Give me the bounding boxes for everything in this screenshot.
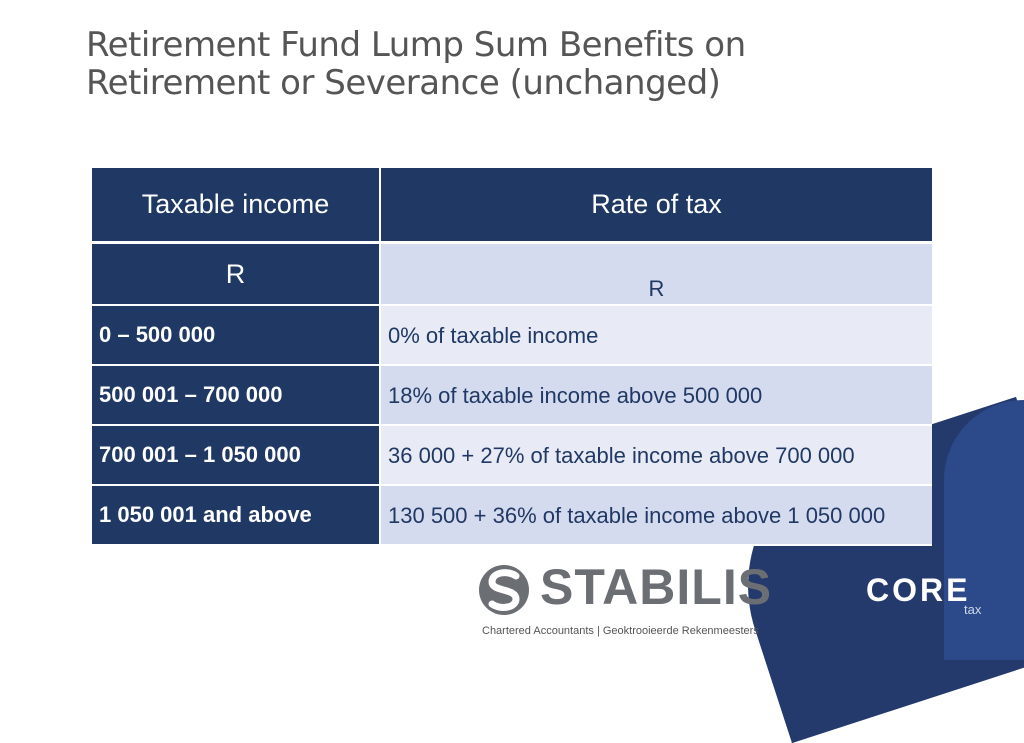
stabilis-tagline: Chartered Accountants | Geoktrooieerde R…: [482, 625, 759, 637]
unit-taxable-income: R: [92, 244, 381, 306]
tax-rate: 36 000 + 27% of taxable income above 700…: [381, 426, 932, 486]
core-wordmark: CORE: [866, 572, 971, 608]
table-row: 1 050 001 and above 130 500 + 36% of tax…: [92, 486, 932, 546]
income-band: 700 001 – 1 050 000: [92, 426, 381, 486]
stabilis-logo: STABILIS Chartered Accountants | Geoktro…: [478, 559, 798, 640]
table-row: 500 001 – 700 000 18% of taxable income …: [92, 366, 932, 426]
tax-rate-table: Taxable income Rate of tax R R 0 – 500 0…: [92, 168, 932, 546]
slide-title-line-2: Retirement or Severance (unchanged): [86, 63, 721, 103]
background-swoosh-accent: [944, 400, 1024, 660]
slide-title-line-1: Retirement Fund Lump Sum Benefits on: [86, 25, 746, 65]
unit-rate-of-tax: R: [381, 244, 932, 306]
tax-rate: 0% of taxable income: [381, 306, 932, 366]
tax-rate: 130 500 + 36% of taxable income above 1 …: [381, 486, 932, 546]
income-band: 500 001 – 700 000: [92, 366, 381, 426]
income-band: 1 050 001 and above: [92, 486, 381, 546]
table-row: 700 001 – 1 050 000 36 000 + 27% of taxa…: [92, 426, 932, 486]
core-subtitle: tax: [964, 602, 982, 617]
table-header-row: Taxable income Rate of tax: [92, 168, 932, 244]
table-units-row: R R: [92, 244, 932, 306]
core-tax-logo: CORE tax: [866, 572, 996, 622]
table-row: 0 – 500 000 0% of taxable income: [92, 306, 932, 366]
header-rate-of-tax: Rate of tax: [381, 168, 932, 244]
tax-rate: 18% of taxable income above 500 000: [381, 366, 932, 426]
stabilis-mark-icon: [479, 565, 529, 615]
income-band: 0 – 500 000: [92, 306, 381, 366]
stabilis-wordmark: STABILIS: [540, 559, 773, 615]
header-taxable-income: Taxable income: [92, 168, 381, 244]
slide-title: Retirement Fund Lump Sum Benefits on Ret…: [86, 26, 986, 102]
